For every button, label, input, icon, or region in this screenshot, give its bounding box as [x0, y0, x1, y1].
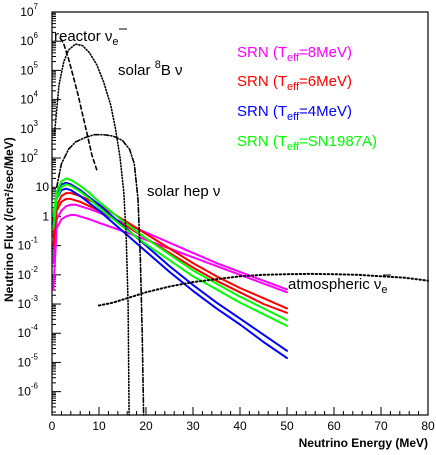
series-line-srn-teff-4mev	[52, 181, 288, 352]
series-line-reactor	[59, 37, 98, 171]
y-tick-label: 10-2	[18, 265, 39, 282]
legend-entry-teff-4mev: SRN (Teff=4MeV)	[237, 103, 352, 123]
y-tick-label: 106	[20, 31, 38, 48]
legend-entry-teff-sn1987a: SRN (Teff=SN1987A)	[237, 133, 377, 153]
x-tick-label: 40	[233, 419, 247, 433]
reactor-label: reactor νe	[54, 28, 118, 48]
y-tick-label: 10-6	[18, 382, 39, 399]
series-line-solar-hep	[55, 133, 145, 416]
series-line-srn-teff-8mev	[52, 203, 288, 291]
legend: SRN (Teff=8MeV) SRN (Teff=6MeV) SRN (Tef…	[237, 44, 377, 153]
y-tick-label: 104	[20, 90, 38, 107]
y-tick-label: 10-3	[18, 294, 39, 311]
x-tick-label: 0	[49, 419, 56, 433]
y-tick-label: 102	[20, 148, 38, 165]
solar-b8-label: solar 8B ν	[118, 59, 183, 79]
series-line-srn-teff-6mev	[52, 192, 288, 310]
series-line-srn-teff-sn1987a	[52, 183, 288, 327]
y-axis-title: Neutrino Flux (/cm²/sec/MeV)	[2, 137, 16, 302]
x-axis-title: Neutrino Energy (MeV)	[299, 436, 428, 450]
legend-entry-teff-8mev: SRN (Teff=8MeV)	[237, 44, 352, 64]
y-tick-label: 105	[20, 60, 38, 77]
series-line-srn-teff-8mev	[52, 214, 288, 294]
series-line-srn-teff-sn1987a	[52, 177, 288, 322]
x-tick-label: 20	[139, 419, 153, 433]
y-tick-label: 10-4	[18, 323, 39, 340]
legend-entry-teff-6mev: SRN (Teff=6MeV)	[237, 73, 352, 93]
y-tick-label: 10-5	[18, 352, 39, 369]
y-tick-label: 10-1	[18, 236, 39, 253]
y-tick-label: 10	[36, 180, 50, 194]
atmospheric-label: atmospheric νe	[288, 276, 388, 296]
y-tick-label: 1	[42, 209, 49, 223]
series-line-atmospheric	[98, 272, 429, 307]
series-line-solar-8b	[53, 43, 130, 416]
x-tick-label: 50	[280, 419, 294, 433]
x-tick-label: 80	[421, 419, 435, 433]
solar-hep-label: solar hep ν	[147, 183, 220, 200]
x-axis-ticks: 0 10 20 30 40 50 60 70 80	[49, 407, 435, 433]
y-tick-label: 107	[20, 2, 38, 19]
y-tick-label: 103	[20, 119, 38, 136]
series-line-srn-teff-4mev	[52, 187, 288, 360]
x-tick-label: 30	[186, 419, 200, 433]
x-tick-label: 10	[92, 419, 106, 433]
x-tick-label: 60	[327, 419, 341, 433]
series-layer	[52, 37, 429, 416]
x-tick-label: 70	[374, 419, 388, 433]
